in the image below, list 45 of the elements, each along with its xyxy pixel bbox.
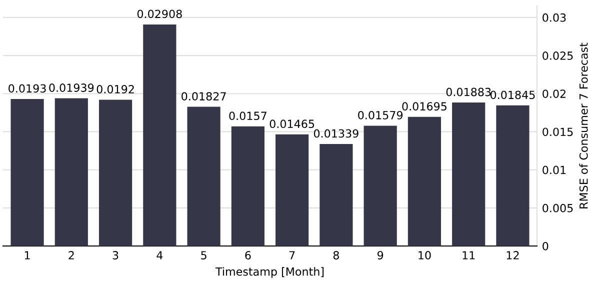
bar [496,105,530,246]
x-tick-label: 11 [462,251,475,260]
y-axis-title: RMSE of Consumer 7 Forecast [579,42,588,208]
data-label: 0.0192 [96,84,134,94]
bar [320,144,353,246]
y-tick-label: 0.025 [542,52,573,60]
data-label: 0.01695 [402,102,446,111]
x-tick-label: 12 [506,251,519,260]
data-label: 0.01939 [49,84,94,92]
x-tick-label: 5 [201,251,206,260]
data-label: 0.01579 [358,110,403,120]
data-label: 0.0157 [229,112,266,120]
x-tick-label: 9 [377,251,384,260]
data-label: 0.0193 [8,84,46,93]
bar [10,98,44,246]
bar [364,126,397,246]
x-tick-label: 4 [156,251,163,260]
x-tick-label: 10 [418,251,431,260]
bar [231,126,264,246]
x-tick-label: 7 [289,251,295,260]
bar [54,98,88,246]
y-tick-label: 0.015 [542,128,573,136]
data-label: 0.01845 [490,90,535,100]
bar [187,106,220,246]
bar [143,24,176,246]
data-label: 0.01339 [314,129,358,138]
y-tick-label: 0 [542,242,548,250]
y-tick-label: 0.005 [542,204,573,212]
x-tick-label: 2 [68,251,74,260]
y-tick-label: 0.02 [542,90,566,98]
data-label: 0.01883 [446,88,491,96]
bar [98,100,132,246]
y-tick-label: 0.01 [542,166,566,174]
x-tick-label: 8 [333,251,339,260]
y-tick-label: 0.03 [542,13,566,22]
data-label: 0.01465 [270,120,314,128]
data-label: 0.01827 [182,92,226,100]
x-axis-title: Timestamp [Month] [215,267,324,278]
x-tick-label: 6 [245,251,251,260]
x-tick-label: 1 [24,251,30,260]
bar [276,134,309,246]
bar [452,102,486,246]
bar [408,116,442,246]
data-label: 0.02908 [137,10,182,18]
x-tick-label: 3 [112,251,118,260]
